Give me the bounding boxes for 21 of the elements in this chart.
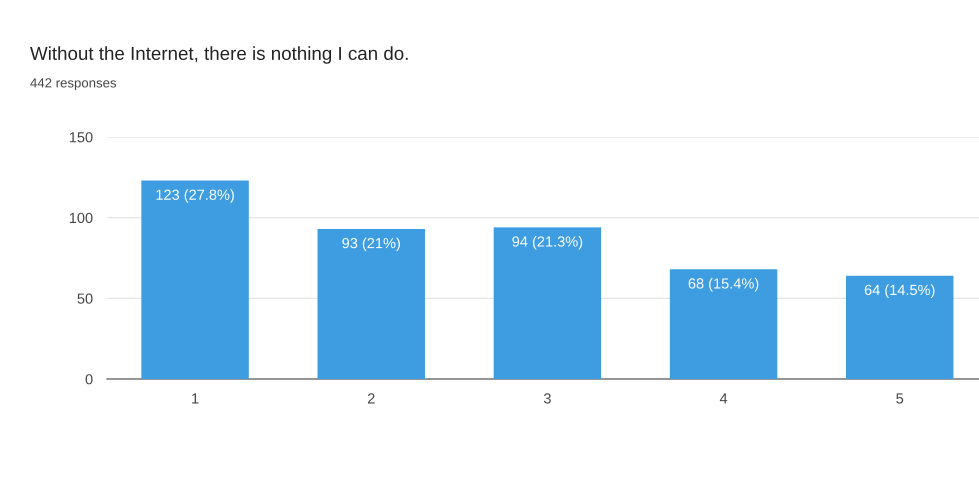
x-tick-label: 2 bbox=[368, 393, 375, 404]
data-label: 68 (15.4%) bbox=[688, 278, 758, 292]
chart-title: Without the Internet, there is nothing I can do. bbox=[30, 46, 408, 64]
data-label: 64 (14.5%) bbox=[864, 284, 934, 298]
data-label: 94 (21.3%) bbox=[512, 236, 582, 250]
y-tick-label: 0 bbox=[86, 374, 93, 384]
chart-subtitle: 442 responses bbox=[30, 78, 116, 90]
data-label: 93 (21%) bbox=[342, 238, 400, 252]
x-tick-label: 4 bbox=[720, 393, 728, 404]
y-tick-label: 150 bbox=[70, 132, 93, 142]
bar bbox=[670, 269, 778, 379]
y-tick-label: 100 bbox=[70, 212, 93, 224]
bar bbox=[846, 276, 954, 379]
x-tick-label: 1 bbox=[192, 393, 198, 404]
bar bbox=[318, 228, 425, 379]
x-tick-label: 3 bbox=[544, 393, 551, 404]
bar bbox=[494, 227, 602, 379]
bar bbox=[141, 180, 249, 379]
data-label: 123 (27.8%) bbox=[156, 189, 234, 203]
x-tick-label: 5 bbox=[896, 393, 904, 404]
y-tick-label: 50 bbox=[77, 293, 93, 304]
